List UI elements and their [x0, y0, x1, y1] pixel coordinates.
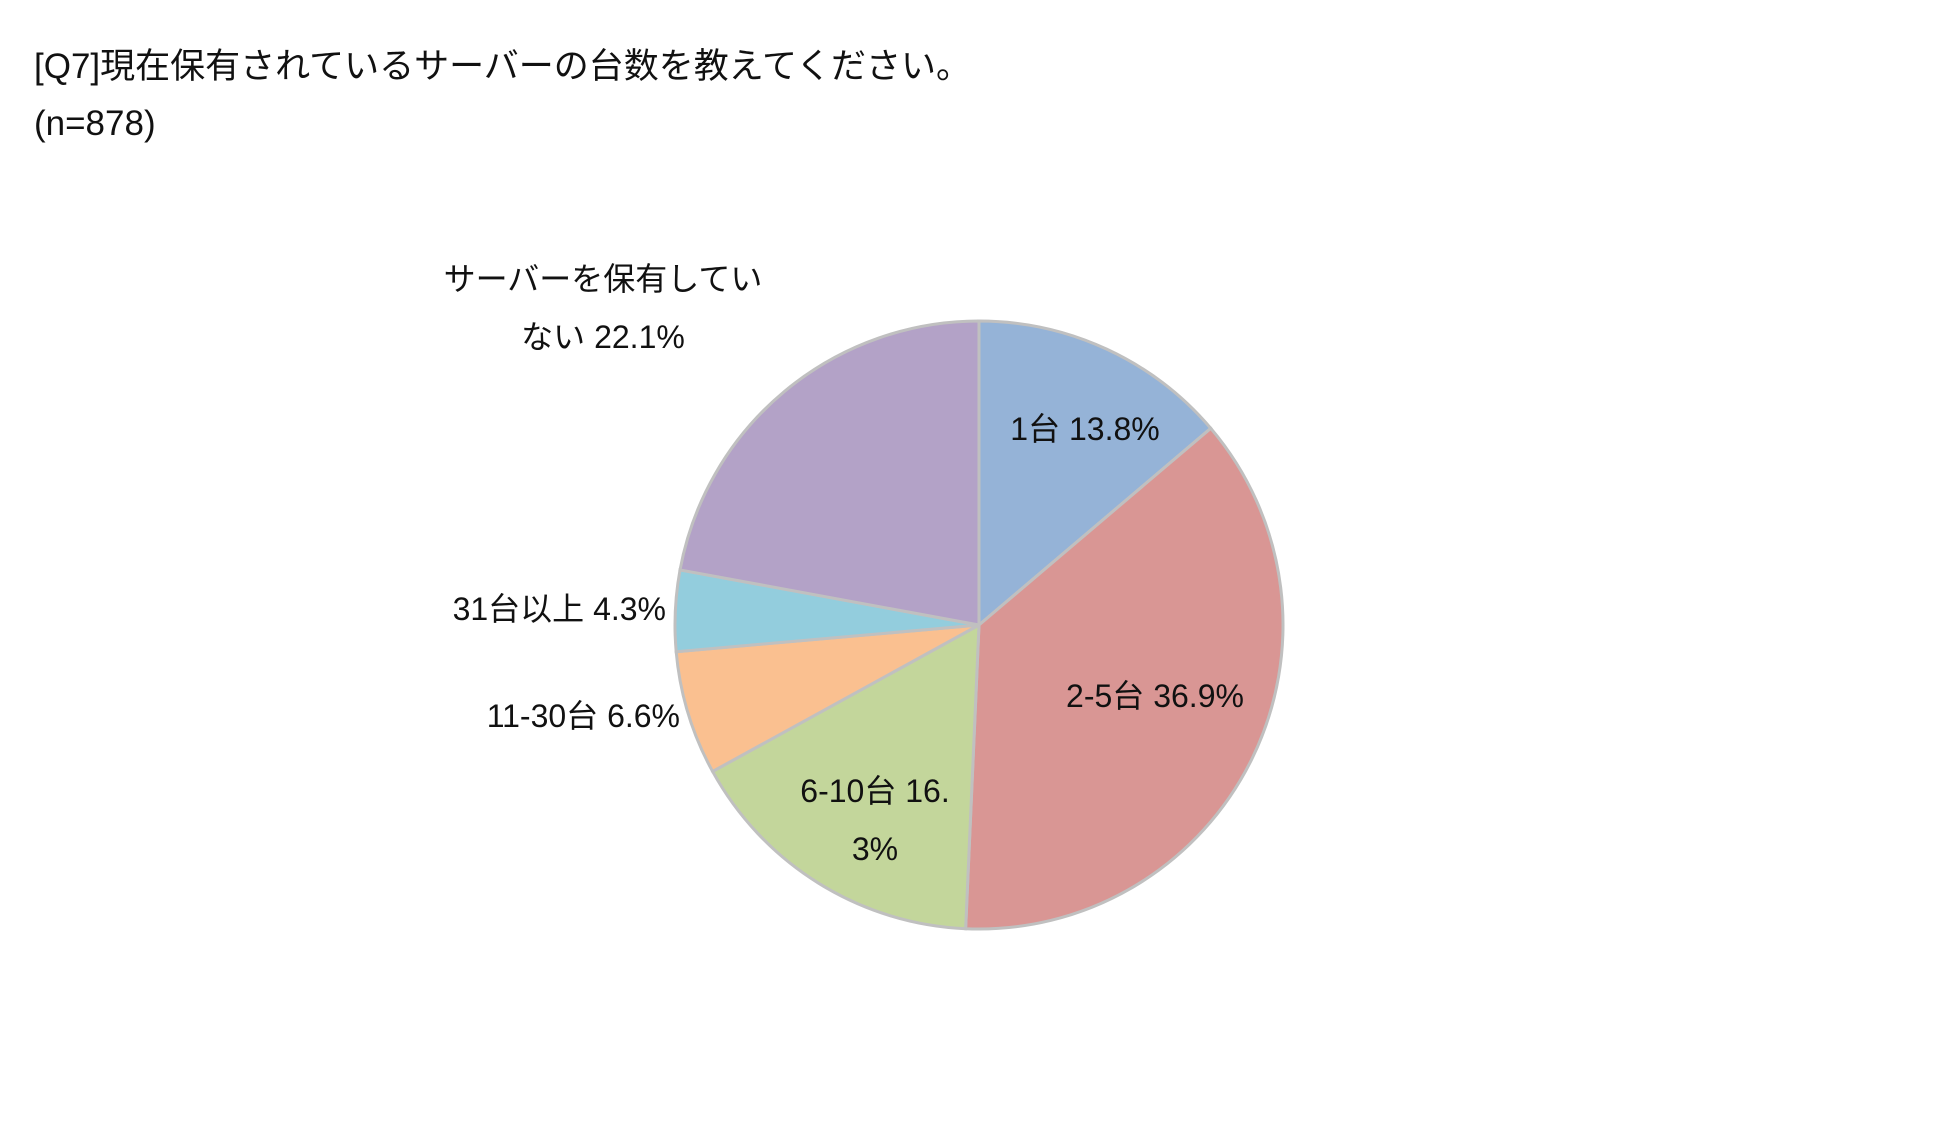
category-label: 11-30台	[486, 698, 599, 734]
category-label: 2-5台	[1066, 678, 1145, 714]
slice-label: 2-5台 36.9%	[1040, 667, 1270, 725]
pie-slice	[678, 319, 981, 627]
category-label: サーバーを保有していない	[443, 261, 763, 355]
slice-label: 31台以上 4.3%	[400, 580, 666, 638]
value-label: 22.1%	[594, 319, 685, 355]
category-label: 31台以上	[452, 591, 585, 627]
value-label: 13.8%	[1068, 411, 1160, 447]
category-label: 6-10台	[800, 773, 897, 809]
slice-label: 11-30台 6.6%	[420, 687, 680, 745]
slice-label: サーバーを保有していない 22.1%	[428, 250, 778, 366]
slice-label: 1台 13.8%	[985, 400, 1185, 458]
chart-subtitle: (n=878)	[34, 104, 156, 143]
value-label: 36.9%	[1153, 678, 1244, 714]
category-label: 1台	[1010, 411, 1061, 447]
pie-slice	[710, 622, 981, 931]
pie-slice	[977, 319, 1213, 629]
value-label: 6.6%	[607, 698, 680, 734]
pie-slice	[674, 623, 980, 774]
slice-label: 6-10台 16.3%	[800, 762, 950, 878]
value-label: 4.3%	[593, 591, 666, 627]
pie-slice	[964, 426, 1285, 931]
value-label: 16.3%	[851, 773, 950, 867]
chart-title: [Q7]現在保有されているサーバーの台数を教えてください。	[34, 47, 971, 86]
